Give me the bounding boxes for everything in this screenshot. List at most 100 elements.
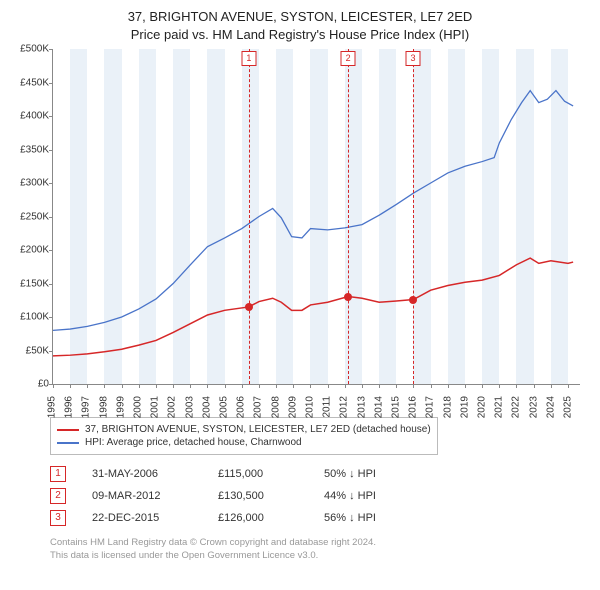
x-tick [328,384,329,388]
sale-point [245,303,253,311]
x-tick [207,384,208,388]
x-axis-label: 2002 [167,396,178,418]
sale-price: £115,000 [218,468,298,480]
x-axis-label: 2000 [132,396,143,418]
x-axis-label: 1997 [81,396,92,418]
y-tick [49,83,53,84]
x-tick [70,384,71,388]
y-tick [49,250,53,251]
x-axis-label: 2017 [425,396,436,418]
legend-label: 37, BRIGHTON AVENUE, SYSTON, LEICESTER, … [85,424,431,435]
x-axis-label: 2005 [218,396,229,418]
legend-item-property: 37, BRIGHTON AVENUE, SYSTON, LEICESTER, … [57,423,431,436]
sale-price: £126,000 [218,512,298,524]
legend: 37, BRIGHTON AVENUE, SYSTON, LEICESTER, … [50,417,438,455]
x-axis-label: 2008 [270,396,281,418]
sale-marker-line [413,49,414,384]
x-tick [276,384,277,388]
sale-date: 22-DEC-2015 [92,512,192,524]
x-tick [242,384,243,388]
x-tick [413,384,414,388]
x-tick [173,384,174,388]
x-axis-label: 2018 [442,396,453,418]
x-tick [190,384,191,388]
y-axis-label: £0 [7,379,49,390]
x-axis-label: 2024 [545,396,556,418]
x-axis-label: 2016 [408,396,419,418]
x-axis-label: 2001 [150,396,161,418]
y-axis-label: £100K [7,312,49,323]
y-axis-label: £50K [7,345,49,356]
x-tick [310,384,311,388]
x-tick [293,384,294,388]
title-line-2: Price paid vs. HM Land Registry's House … [10,26,590,44]
chart-title: 37, BRIGHTON AVENUE, SYSTON, LEICESTER, … [10,8,590,43]
plot-area: £0£50K£100K£150K£200K£250K£300K£350K£400… [52,49,580,385]
sale-marker-line [348,49,349,384]
x-axis-label: 2013 [356,396,367,418]
y-axis-label: £450K [7,77,49,88]
chart-area: £0£50K£100K£150K£200K£250K£300K£350K£400… [52,49,580,407]
sale-point [409,296,417,304]
x-tick [156,384,157,388]
sale-delta: 56% ↓ HPI [324,512,424,524]
x-axis-label: 2007 [253,396,264,418]
x-tick [448,384,449,388]
y-tick [49,116,53,117]
y-tick [49,317,53,318]
x-axis-label: 1995 [47,396,58,418]
x-tick [87,384,88,388]
x-tick [396,384,397,388]
x-axis-label: 2015 [390,396,401,418]
x-tick [465,384,466,388]
x-axis-label: 2003 [184,396,195,418]
x-axis-label: 1998 [98,396,109,418]
x-axis-label: 2019 [459,396,470,418]
sale-delta: 44% ↓ HPI [324,490,424,502]
sale-index-box: 3 [50,510,66,526]
x-axis-label: 2023 [528,396,539,418]
x-axis-label: 2010 [304,396,315,418]
y-tick [49,284,53,285]
x-tick [104,384,105,388]
sale-marker-box: 3 [405,51,420,66]
x-tick [53,384,54,388]
y-axis-label: £500K [7,44,49,55]
footer-line-1: Contains HM Land Registry data © Crown c… [50,537,590,550]
sale-row: 131-MAY-2006£115,00050% ↓ HPI [50,463,590,485]
x-axis-label: 2022 [511,396,522,418]
y-tick [49,351,53,352]
x-axis-label: 2009 [287,396,298,418]
y-axis-label: £200K [7,245,49,256]
y-axis-label: £400K [7,111,49,122]
x-tick [259,384,260,388]
x-tick [482,384,483,388]
x-tick [139,384,140,388]
legend-swatch [57,442,79,444]
x-axis-label: 2021 [494,396,505,418]
x-axis-label: 2025 [562,396,573,418]
footer-line-2: This data is licensed under the Open Gov… [50,550,590,563]
x-axis-label: 1999 [115,396,126,418]
y-axis-label: £150K [7,278,49,289]
sale-date: 31-MAY-2006 [92,468,192,480]
legend-swatch [57,429,79,431]
sale-row: 3 22-DEC-2015 £126,000 56% ↓ HPI [50,507,590,529]
chart-svg [53,49,580,384]
sale-price: £130,500 [218,490,298,502]
series-property [53,258,573,356]
sale-delta: 50% ↓ HPI [324,468,424,480]
sale-marker-line [249,49,250,384]
chart-container: 37, BRIGHTON AVENUE, SYSTON, LEICESTER, … [0,0,600,569]
y-axis-label: £350K [7,144,49,155]
x-axis-label: 2020 [476,396,487,418]
x-tick [379,384,380,388]
x-axis-label: 2006 [236,396,247,418]
y-axis-label: £300K [7,178,49,189]
x-tick [122,384,123,388]
x-tick [499,384,500,388]
sale-date: 09-MAR-2012 [92,490,192,502]
sale-row: 209-MAR-2012£130,50044% ↓ HPI [50,485,590,507]
sale-marker-box: 2 [341,51,356,66]
x-tick [431,384,432,388]
